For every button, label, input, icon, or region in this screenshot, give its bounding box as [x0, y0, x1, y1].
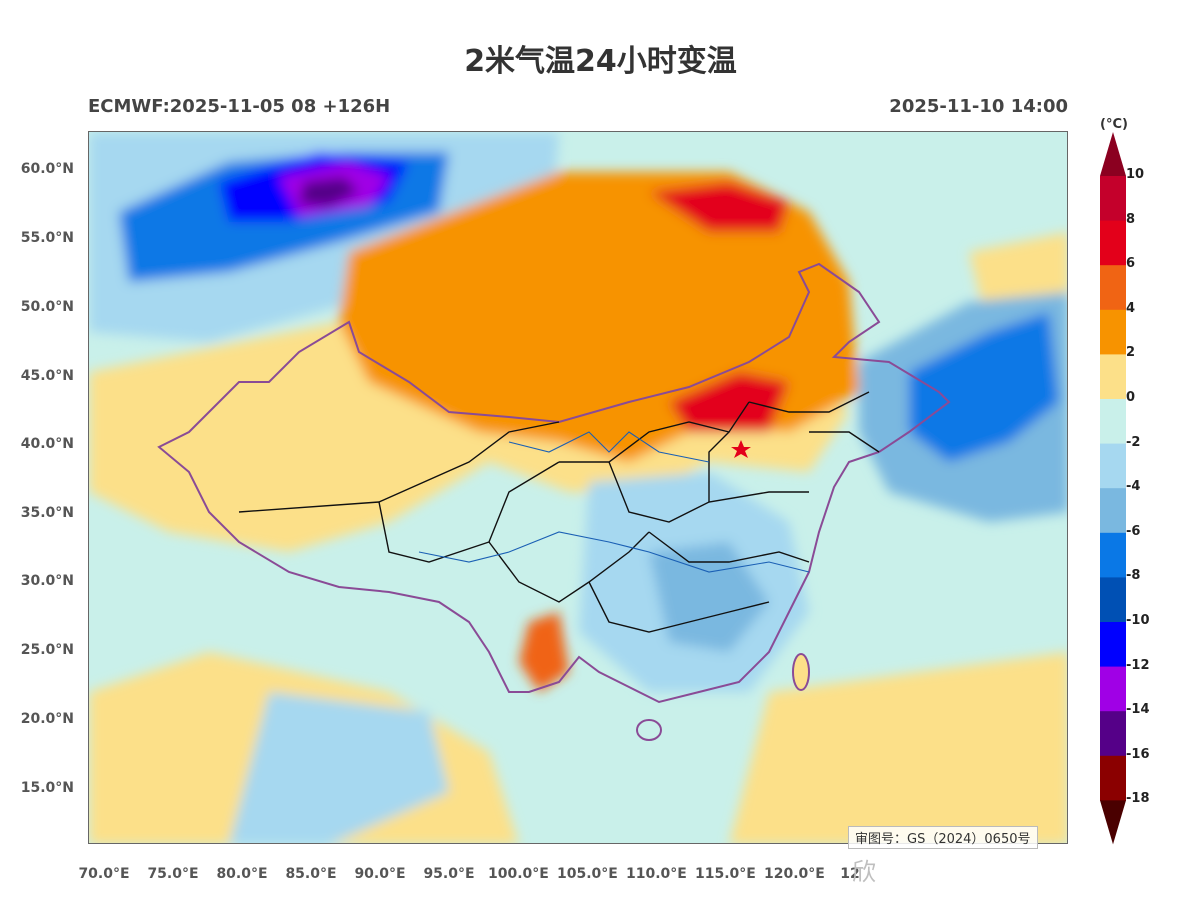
field-colder-east — [909, 312, 1059, 462]
valid-time-label: 2025-11-10 14:00 — [889, 96, 1068, 117]
colorbar-segment — [1100, 666, 1126, 712]
field-cool-bay-of-bengal — [229, 692, 449, 843]
map-title: 2米气温24小时变温 — [464, 44, 737, 79]
colorbar-segment — [1100, 309, 1126, 355]
lat-label: 30.0°N — [20, 573, 74, 589]
approval-number: 审图号：GS（2024）0650号 — [848, 826, 1038, 849]
lon-label: 100.0°E — [488, 866, 549, 882]
colorbar-tick-label: -12 — [1126, 657, 1150, 673]
colorbar-tick-label: -10 — [1126, 613, 1150, 628]
hotspot-northeast — [669, 372, 789, 432]
taiwan-island — [792, 653, 810, 691]
colorbar-tick-label: 4 — [1126, 300, 1136, 316]
colorbar-segment — [1100, 532, 1126, 578]
hotspot-north — [649, 182, 789, 232]
lat-label: 35.0°N — [20, 505, 74, 521]
colorbar-tick-label: -16 — [1126, 746, 1150, 762]
china-border — [157, 262, 951, 704]
province-borders — [238, 391, 880, 633]
lon-label: 120.0°E — [764, 866, 825, 882]
lon-label: 95.0°E — [423, 866, 475, 882]
rivers — [418, 431, 810, 573]
colorbar-segment — [1100, 711, 1126, 757]
watermark: 欣 — [852, 858, 876, 886]
colorbar-tick-label: -2 — [1126, 434, 1141, 450]
lon-label: 115.0°E — [695, 866, 756, 882]
beijing-marker — [731, 440, 751, 458]
colorbar-segment — [1100, 220, 1126, 266]
map-area — [88, 131, 1068, 844]
colorbar-tick-label: -6 — [1126, 523, 1141, 539]
colorbar-tick-label: -14 — [1126, 702, 1150, 718]
temperature-change-map — [89, 132, 1067, 843]
colorbar-tick-label: 6 — [1126, 256, 1136, 272]
lat-label: 40.0°N — [20, 436, 74, 452]
colorbar-segment — [1100, 399, 1126, 445]
colorbar-segment — [1100, 265, 1126, 311]
lat-label: 60.0°N — [20, 161, 74, 177]
colorbar-bottom-extend — [1100, 800, 1126, 845]
lat-label: 20.0°N — [20, 711, 74, 727]
field-warm-sea — [729, 652, 1067, 843]
colorbar — [1100, 132, 1126, 845]
lon-label: 85.0°E — [285, 866, 337, 882]
colorbar-segment — [1100, 622, 1126, 668]
colorbar-tick-label: -8 — [1126, 568, 1141, 584]
colorbar-segment — [1100, 354, 1126, 400]
colorbar-segment — [1100, 443, 1126, 489]
hainan-island — [636, 719, 662, 741]
lat-label: 50.0°N — [20, 299, 74, 315]
lon-label: 105.0°E — [557, 866, 618, 882]
hotspot-yunnan — [519, 612, 569, 692]
colorbar-unit: (°C) — [1100, 117, 1128, 132]
lon-label: 110.0°E — [626, 866, 687, 882]
colorbar-tick-label: -18 — [1126, 791, 1150, 807]
lat-label: 55.0°N — [20, 230, 74, 246]
colorbar-tick-label: 0 — [1126, 390, 1136, 405]
lat-label: 25.0°N — [20, 642, 74, 658]
colorbar-tick-label: 10 — [1126, 167, 1145, 182]
field-core-siberia — [299, 177, 359, 207]
lon-label: 70.0°E — [78, 866, 130, 882]
colorbar-tick-label: 2 — [1126, 345, 1136, 361]
colorbar-top-extend — [1100, 132, 1126, 176]
lat-label: 45.0°N — [20, 368, 74, 384]
colorbar-tick-label: -4 — [1126, 479, 1141, 495]
lon-label: 12 — [840, 866, 860, 882]
colorbar-segment — [1100, 176, 1126, 222]
model-run-label: ECMWF:2025-11-05 08 +126H — [88, 96, 391, 117]
colorbar-tick-label: 8 — [1126, 211, 1136, 227]
lat-label: 15.0°N — [20, 780, 74, 796]
colorbar-segment — [1100, 577, 1126, 623]
colorbar-segment — [1100, 755, 1126, 801]
colorbar-segment — [1100, 488, 1126, 534]
lon-label: 90.0°E — [354, 866, 406, 882]
lon-label: 80.0°E — [216, 866, 268, 882]
lon-label: 75.0°E — [147, 866, 199, 882]
